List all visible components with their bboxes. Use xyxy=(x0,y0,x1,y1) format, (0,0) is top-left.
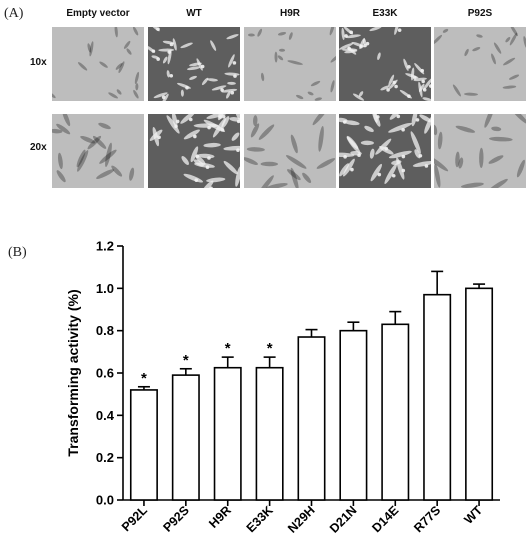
bar-wt xyxy=(465,287,494,501)
bar-h9r xyxy=(213,366,242,501)
micrograph-p92s-20x xyxy=(434,114,526,188)
y-tick-label: 0.8 xyxy=(96,323,114,338)
x-tick-label-wt: WT xyxy=(462,503,486,527)
row-label-20x: 20x xyxy=(30,142,47,153)
micrograph-e33k-20x xyxy=(339,114,431,188)
micrograph-empty-vector-20x xyxy=(52,114,144,188)
micrograph-e33k-10x xyxy=(339,27,431,101)
significance-marker-p92l: * xyxy=(141,370,147,387)
column-header-empty-vector: Empty vector xyxy=(66,8,130,19)
micrograph-h9r-10x xyxy=(244,27,336,101)
x-tick-label-p92l: P92L xyxy=(119,503,150,534)
bar-d21n xyxy=(339,329,368,501)
bar-p92l xyxy=(129,389,158,501)
x-tick-label-d14e: D14E xyxy=(369,503,401,535)
y-tick-label: 1.0 xyxy=(96,281,114,296)
micrograph-wt-10x xyxy=(148,27,240,101)
y-tick-label: 0.0 xyxy=(96,493,114,508)
row-label-10x: 10x xyxy=(30,57,47,68)
micrograph-h9r-20x xyxy=(244,114,336,188)
bar-d14e xyxy=(381,323,410,501)
x-tick-label-d21n: D21N xyxy=(327,503,360,536)
x-tick-label-r77s: R77S xyxy=(411,503,443,535)
y-tick-label: 0.2 xyxy=(96,450,114,465)
y-axis-title: Transforming activity (%) xyxy=(65,289,81,456)
x-tick-label-e33k: E33K xyxy=(244,503,276,535)
micrograph-wt-20x xyxy=(148,114,240,188)
panel-a-label: (A) xyxy=(4,6,24,21)
column-header-wt: WT xyxy=(186,8,202,19)
y-tick-label: 0.4 xyxy=(96,408,115,423)
bar-r77s xyxy=(423,293,452,501)
x-tick-label-n29h: N29H xyxy=(285,503,318,536)
transforming-activity-bar-chart: 0.0 0.2 0.4 0.6 0.8 1.0 1.2 Transforming activi… xyxy=(65,239,500,536)
bar-e33k xyxy=(255,366,284,501)
significance-marker-p92s: * xyxy=(183,352,189,369)
column-header-e33k: E33K xyxy=(372,8,398,19)
micrograph-empty-vector-10x xyxy=(52,27,144,101)
column-header-p92s: P92S xyxy=(467,8,493,19)
panel-b-label: (B) xyxy=(8,245,27,260)
x-tick-label-p92s: P92S xyxy=(160,503,192,535)
bar-p92s xyxy=(171,374,200,501)
x-tick-label-h9r: H9R xyxy=(206,503,234,531)
bar-n29h xyxy=(297,336,326,501)
y-tick-label: 1.2 xyxy=(96,239,114,254)
significance-marker-h9r: * xyxy=(225,340,231,357)
y-tick-label: 0.6 xyxy=(96,366,114,381)
significance-marker-e33k: * xyxy=(267,340,273,357)
micrograph-p92s-10x xyxy=(434,27,526,101)
column-header-h9r: H9R xyxy=(279,8,300,19)
